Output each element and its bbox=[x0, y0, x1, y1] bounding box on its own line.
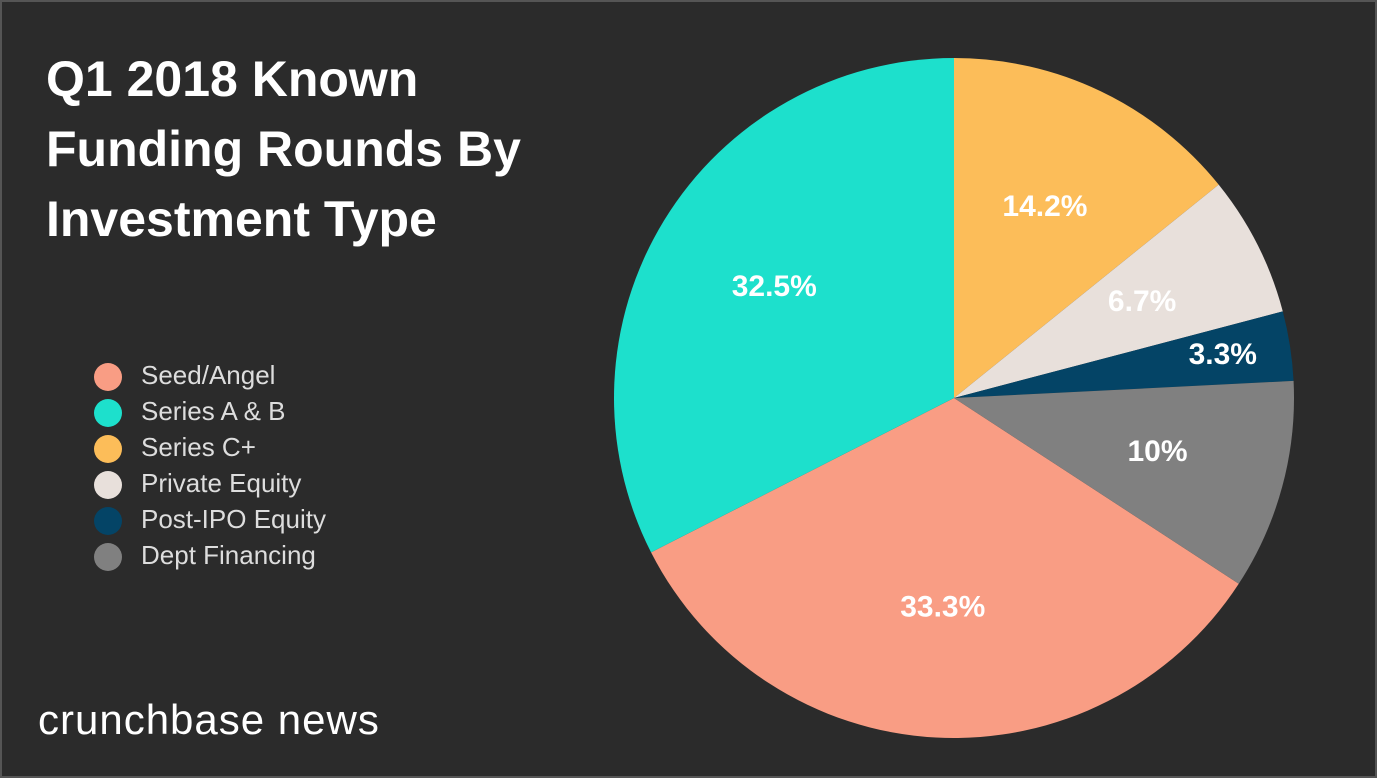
pie-slice bbox=[614, 58, 954, 553]
legend-swatch bbox=[94, 471, 122, 499]
legend-label: Dept Financing bbox=[141, 540, 316, 570]
pie-slice bbox=[954, 380, 1294, 584]
slice-label: 33.3% bbox=[900, 590, 985, 623]
legend-label: Private Equity bbox=[141, 468, 301, 498]
legend-label: Series C+ bbox=[141, 432, 256, 462]
legend-swatch bbox=[94, 507, 122, 535]
legend-swatch bbox=[94, 363, 122, 391]
pie-slice bbox=[954, 184, 1283, 398]
slice-label: 14.2% bbox=[1002, 190, 1087, 223]
slice-label: 3.3% bbox=[1189, 338, 1257, 371]
legend-swatch bbox=[94, 399, 122, 427]
pie-slice bbox=[954, 58, 1219, 398]
legend-label: Post-IPO Equity bbox=[141, 504, 326, 534]
legend-label: Series A & B bbox=[141, 396, 286, 426]
slice-label: 6.7% bbox=[1108, 285, 1176, 318]
slice-label: 10% bbox=[1127, 435, 1187, 468]
brand-logo: crunchbase news bbox=[38, 696, 380, 743]
legend-swatch bbox=[94, 543, 122, 571]
slice-label: 32.5% bbox=[732, 270, 817, 303]
legend-swatch bbox=[94, 435, 122, 463]
legend-label: Seed/Angel bbox=[141, 360, 275, 390]
pie-slice bbox=[954, 311, 1294, 398]
chart-title: Q1 2018 Known Funding Rounds By Investme… bbox=[46, 51, 521, 247]
pie-slice bbox=[651, 398, 1239, 738]
